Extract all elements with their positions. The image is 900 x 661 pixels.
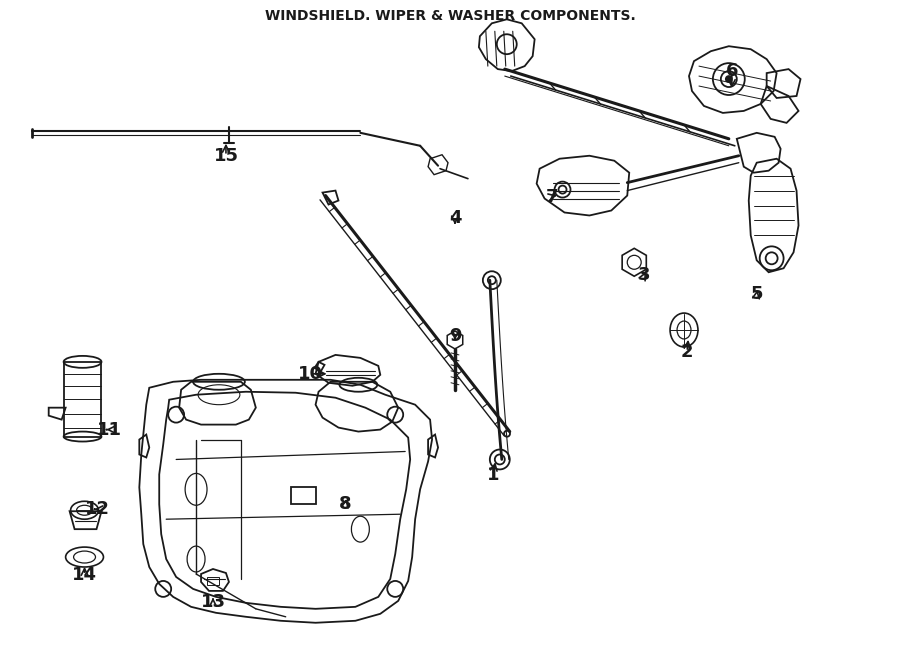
- Text: 4: 4: [449, 210, 461, 227]
- Text: 5: 5: [751, 285, 763, 303]
- Text: 2: 2: [680, 343, 693, 361]
- Text: 11: 11: [97, 420, 122, 439]
- Text: 3: 3: [638, 266, 651, 284]
- Circle shape: [725, 76, 732, 82]
- Text: 9: 9: [449, 327, 461, 345]
- Text: 10: 10: [298, 365, 323, 383]
- Text: WINDSHIELD. WIPER & WASHER COMPONENTS.: WINDSHIELD. WIPER & WASHER COMPONENTS.: [265, 9, 635, 23]
- Bar: [207, 577, 219, 585]
- Text: 7: 7: [545, 188, 558, 206]
- Bar: [64, 362, 102, 436]
- Text: 6: 6: [725, 62, 738, 80]
- Text: 13: 13: [201, 593, 226, 611]
- Text: 12: 12: [85, 500, 110, 518]
- Text: 8: 8: [339, 495, 352, 514]
- Text: 15: 15: [213, 147, 238, 165]
- Text: 1: 1: [487, 467, 500, 485]
- Text: 14: 14: [72, 566, 97, 584]
- Circle shape: [504, 431, 510, 437]
